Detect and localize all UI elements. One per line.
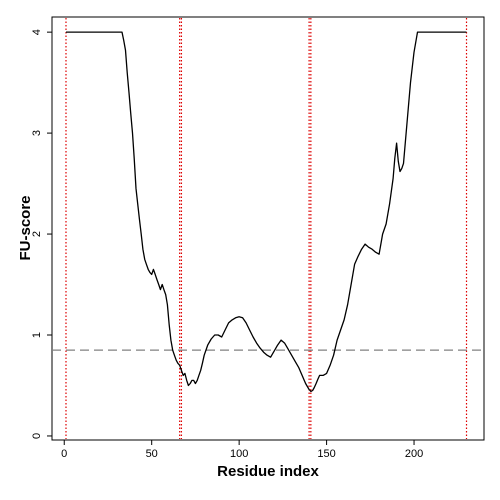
vertical-reference-lines <box>65 18 468 439</box>
plot-frame <box>51 16 485 441</box>
x-tick-label: 150 <box>317 448 335 460</box>
y-tick-label: 1 <box>31 332 43 338</box>
y-tick-label: 3 <box>31 130 43 136</box>
x-axis-title: Residue index <box>217 463 319 480</box>
y-axis: 0 1 2 3 4 <box>31 29 52 439</box>
x-axis: 0 50 100 150 200 <box>61 440 423 460</box>
x-tick-label: 100 <box>230 448 248 460</box>
y-tick-label: 2 <box>31 231 43 237</box>
series-layer <box>66 31 467 393</box>
x-tick-label: 0 <box>61 448 67 460</box>
y-tick-label: 4 <box>31 29 43 35</box>
y-tick-label: 0 <box>31 433 43 439</box>
x-tick-label: 200 <box>405 448 423 460</box>
fu-score-line <box>66 31 467 393</box>
x-tick-label: 50 <box>146 448 158 460</box>
y-axis-title: FU-score <box>17 195 34 260</box>
